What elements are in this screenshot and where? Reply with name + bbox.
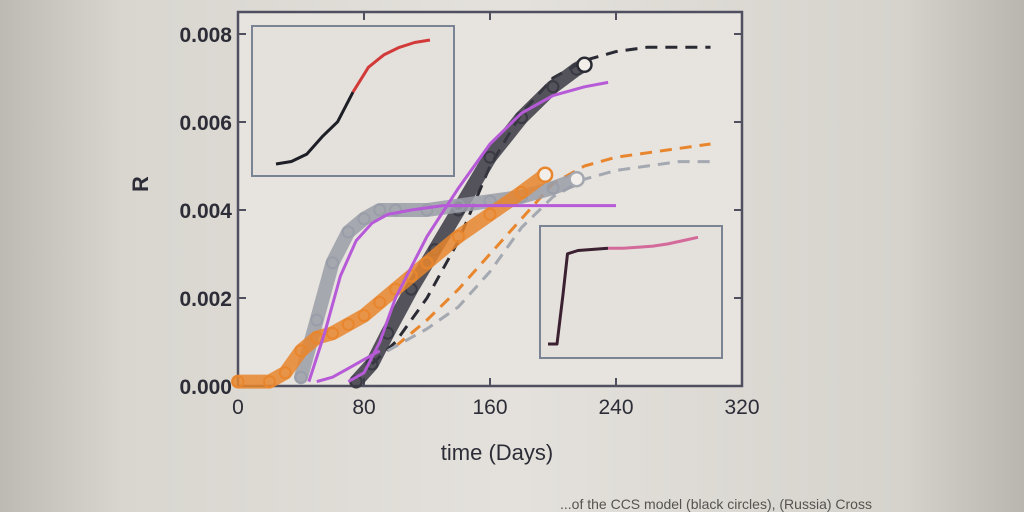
x-tick-label: 240 xyxy=(598,396,633,419)
inset-curve xyxy=(548,246,609,346)
data-point xyxy=(341,225,355,239)
x-axis-label: time (Days) xyxy=(441,440,553,465)
y-axis-label: R xyxy=(128,176,153,192)
data-point xyxy=(278,366,292,380)
marker-series-band xyxy=(231,167,553,389)
y-tick-label: 0.004 xyxy=(179,200,232,223)
y-tick-label: 0.008 xyxy=(179,24,232,47)
inset-curve xyxy=(275,91,355,166)
data-point xyxy=(483,150,497,164)
data-point xyxy=(326,326,339,340)
data-point xyxy=(389,203,402,217)
data-point xyxy=(310,313,324,327)
data-point xyxy=(263,375,276,389)
data-point xyxy=(420,256,434,270)
x-tick-label: 160 xyxy=(472,396,507,419)
data-point xyxy=(373,295,387,309)
data-point xyxy=(452,229,465,243)
series-layer xyxy=(231,45,711,389)
data-point xyxy=(515,185,528,199)
data-point xyxy=(294,370,308,384)
y-tick-label: 0.000 xyxy=(179,376,232,399)
data-point xyxy=(357,212,371,226)
inset-curve xyxy=(351,38,431,93)
inset-top-left xyxy=(251,25,455,177)
data-point xyxy=(357,309,371,323)
open-end-marker xyxy=(568,170,585,188)
x-tick-label: 320 xyxy=(724,396,759,419)
data-point xyxy=(373,203,387,217)
data-point xyxy=(294,344,308,358)
x-tick-label: 0 xyxy=(232,396,244,419)
open-end-marker xyxy=(536,166,554,184)
figure-caption: ...of the CCS model (black circles), (Ru… xyxy=(560,496,872,512)
y-tick-label: 0.006 xyxy=(179,112,232,135)
data-point xyxy=(341,317,355,331)
data-point xyxy=(326,256,339,270)
data-point xyxy=(546,80,560,94)
fit-line xyxy=(307,204,616,383)
projection-dashed-line xyxy=(386,160,711,353)
data-point xyxy=(231,375,245,389)
y-tick-label: 0.002 xyxy=(179,288,232,311)
fit-line xyxy=(316,349,381,384)
data-point xyxy=(483,207,497,221)
y-tick-labels: 0.000 0.002 0.004 0.006 0.008 xyxy=(179,24,232,399)
inset-curve xyxy=(608,235,699,250)
inset-bottom-right xyxy=(539,225,723,359)
data-point xyxy=(546,181,560,195)
projection-dashed-line xyxy=(370,45,711,366)
x-tick-label: 80 xyxy=(352,396,375,419)
x-tick-labels: 0 80 160 240 320 xyxy=(232,396,759,419)
open-end-marker xyxy=(576,56,593,74)
